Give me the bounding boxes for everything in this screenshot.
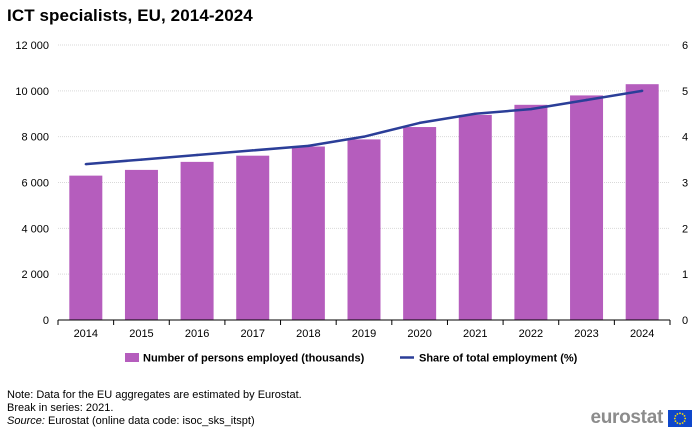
bar	[347, 139, 381, 320]
x-tick-label: 2024	[630, 328, 654, 340]
x-tick-label: 2018	[296, 328, 320, 340]
line-point	[195, 153, 199, 157]
bar	[570, 95, 604, 321]
line-series	[84, 89, 644, 166]
bar	[236, 155, 270, 320]
flag-star	[676, 421, 679, 424]
chart: 0 2 000 4 000 6 000 8 000 10 000 12 000 0 1 2 3 4 5…	[15, 40, 688, 365]
bar	[291, 146, 325, 320]
y-right-tick-label: 6	[682, 40, 688, 52]
line-point	[307, 144, 310, 148]
eu-flag-icon	[668, 409, 692, 427]
y-right-tick-label: 4	[682, 132, 688, 144]
legend: Number of persons employed (thousands) S…	[125, 353, 578, 365]
y-axis-right: 0 1 2 3 4 5 6	[682, 40, 688, 327]
bar	[625, 84, 659, 320]
flag-star	[674, 419, 677, 422]
flag-star	[679, 422, 681, 425]
source-text: Eurostat (online data code: isoc_sks_its…	[44, 415, 255, 427]
y-right-tick-label: 0	[682, 315, 688, 327]
line-point	[640, 89, 644, 93]
bar	[124, 169, 158, 320]
line-point	[418, 121, 421, 125]
x-tick-label: 2014	[74, 328, 98, 340]
line-point	[585, 98, 588, 102]
eurostat-logo: eurostat	[590, 407, 692, 429]
y-right-tick-label: 5	[682, 86, 688, 98]
y-left-tick-label: 10 000	[15, 86, 49, 98]
y-left-tick-label: 8 000	[21, 132, 49, 144]
bar	[180, 161, 214, 320]
x-tick-label: 2021	[463, 328, 487, 340]
x-tick-label: 2015	[129, 328, 153, 340]
line-point	[84, 162, 88, 166]
x-tick-label: 2019	[352, 328, 376, 340]
line-point	[474, 112, 477, 115]
bar	[514, 104, 548, 320]
bar	[69, 175, 103, 320]
y-left-tick-label: 0	[43, 315, 49, 327]
bar-series	[69, 84, 659, 321]
x-tick-label: 2017	[240, 328, 264, 340]
source-line: Source: Eurostat (online data code: isoc…	[7, 415, 302, 428]
legend-line-label: Share of total employment (%)	[419, 353, 578, 365]
flag-star	[679, 411, 681, 414]
legend-bar-label: Number of persons employed (thousands)	[143, 353, 365, 365]
y-right-tick-label: 1	[682, 269, 688, 281]
y-left-tick-label: 2 000	[21, 269, 49, 281]
y-left-tick-label: 6 000	[21, 178, 49, 190]
line-point	[529, 107, 533, 111]
eurostat-wordmark: eurostat	[590, 407, 663, 428]
bar	[403, 127, 437, 321]
source-label: Source:	[7, 415, 45, 427]
flag-star	[681, 412, 684, 415]
y-left-tick-label: 12 000	[15, 40, 49, 52]
x-tick-label: 2016	[185, 328, 209, 340]
y-right-tick-label: 3	[682, 178, 688, 190]
flag-star	[673, 417, 676, 419]
note-break-in-series: Break in series: 2021.	[7, 402, 114, 414]
note-estimated: Note: Data for the EU aggregates are est…	[7, 389, 302, 401]
footnotes: Note: Data for the EU aggregates are est…	[7, 389, 302, 428]
flag-star	[684, 417, 687, 419]
legend-bar-swatch	[125, 353, 139, 362]
x-tick-label: 2022	[519, 328, 543, 340]
y-axis-left: 0 2 000 4 000 6 000 8 000 10 000 12 000	[15, 40, 49, 327]
flag-star	[683, 414, 686, 417]
x-axis: 2014 2015 2016 2017 2018 2019 2020 2021 2022 2023…	[57, 319, 671, 340]
line-point	[251, 149, 254, 152]
chart-title: ICT specialists, EU, 2014-2024	[7, 6, 253, 25]
flag-star	[674, 414, 677, 417]
line-point	[362, 135, 366, 138]
flag-star	[676, 412, 679, 415]
x-tick-label: 2020	[407, 328, 431, 340]
bar	[458, 114, 492, 320]
flag-star	[681, 421, 684, 424]
y-right-tick-label: 2	[682, 223, 688, 235]
flag-star	[683, 419, 686, 422]
line-point	[140, 158, 143, 161]
y-left-tick-label: 4 000	[21, 223, 49, 235]
x-tick-label: 2023	[574, 328, 598, 340]
